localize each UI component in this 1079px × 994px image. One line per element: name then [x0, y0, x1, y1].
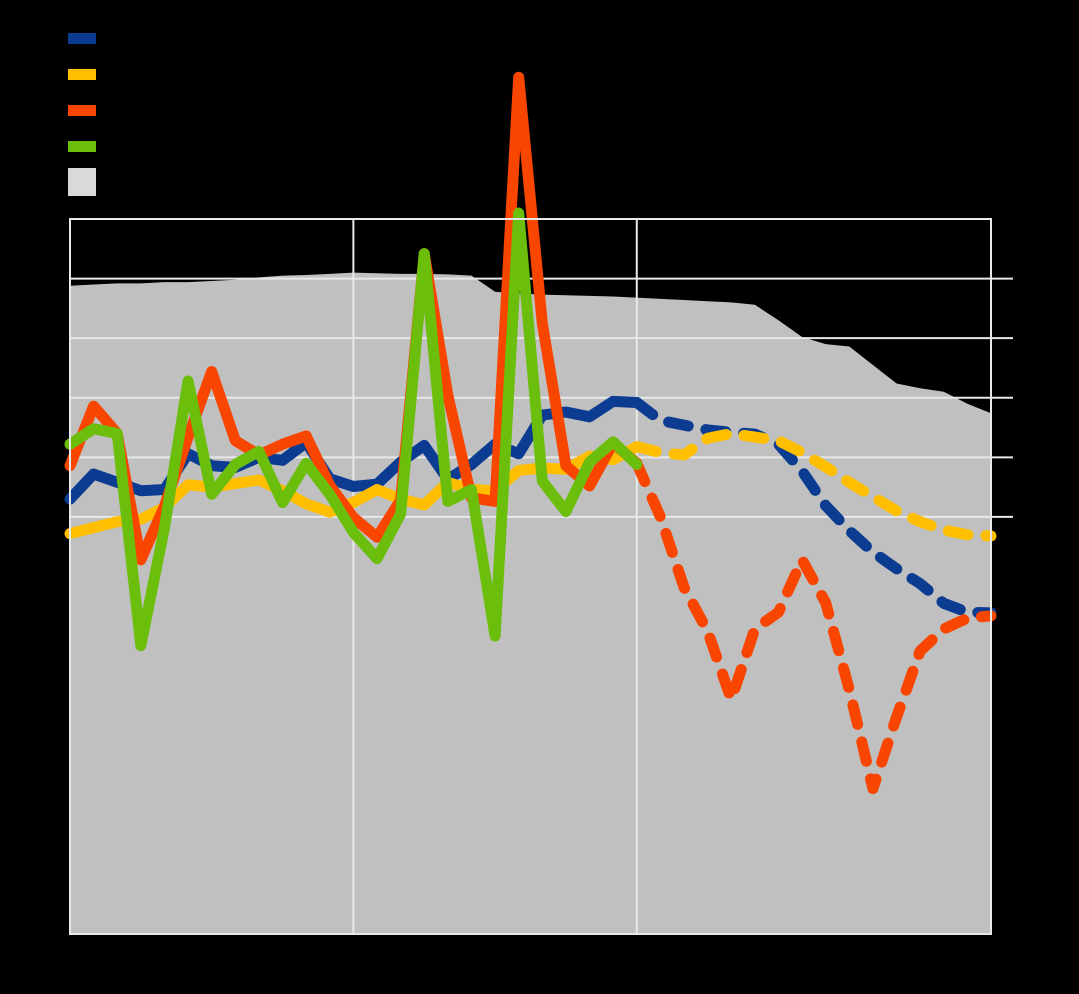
plot-frame-group: [69, 218, 992, 935]
chart-legend: [68, 20, 368, 200]
series-4-swatch: [68, 140, 96, 152]
line-series-group: [64, 71, 997, 795]
green-series-solid: [64, 207, 643, 652]
legend-item-2[interactable]: [68, 92, 368, 128]
blue-series-dashed: [631, 397, 997, 619]
orange-series-dashed: [631, 457, 997, 795]
series-5-swatch: [68, 168, 96, 196]
amber-series-dashed: [631, 428, 997, 542]
series-3-swatch: [68, 104, 96, 116]
legend-item-3[interactable]: [68, 128, 368, 164]
legend-item-0[interactable]: [68, 20, 368, 56]
series-1-swatch: [68, 32, 96, 44]
plot-frame: [69, 218, 992, 935]
series-2-swatch: [68, 68, 96, 80]
legend-item-4[interactable]: [68, 164, 368, 200]
legend-item-1[interactable]: [68, 56, 368, 92]
